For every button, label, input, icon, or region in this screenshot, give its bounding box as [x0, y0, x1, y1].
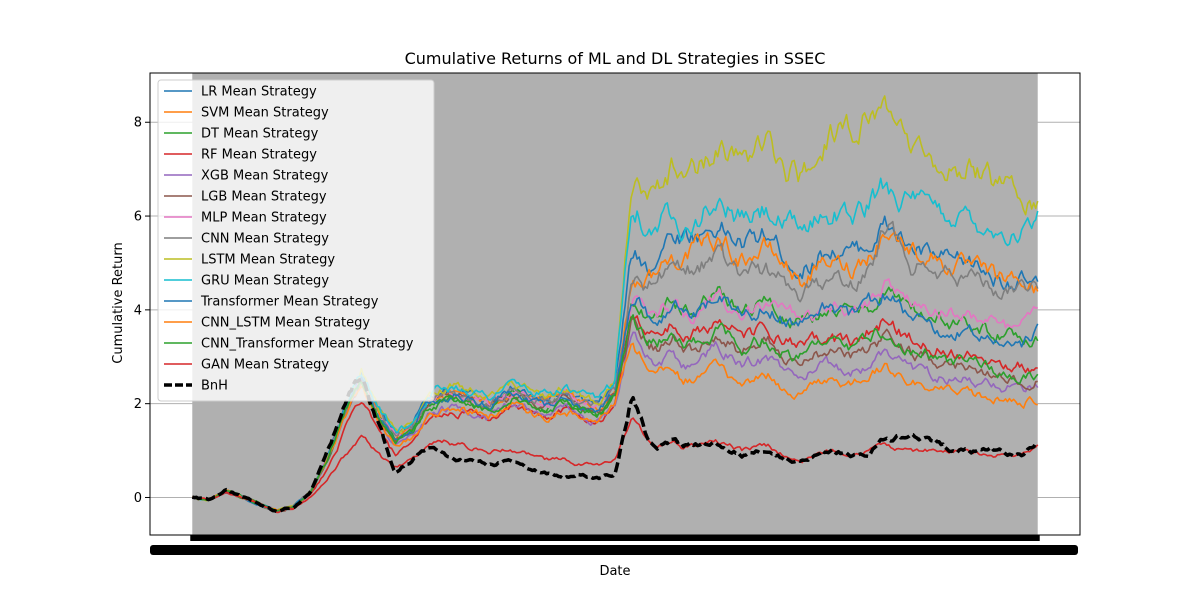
series-line [191, 314, 1039, 512]
legend-entry: SVM Mean Strategy [201, 106, 329, 121]
y-tick-label: 8 [134, 116, 142, 131]
legend-entry: RF Mean Strategy [201, 148, 317, 163]
x-tick-marks [190, 535, 1040, 541]
chart-title: Cumulative Returns of ML and DL Strategi… [405, 49, 826, 68]
y-tick-label: 6 [134, 210, 142, 225]
y-axis-label: Cumulative Return [111, 242, 126, 363]
x-tick-labels-band [150, 545, 1078, 555]
legend-entry: CNN_LSTM Mean Strategy [201, 316, 370, 331]
legend-entry: LR Mean Strategy [201, 85, 317, 100]
legend-entry: GAN Mean Strategy [201, 358, 329, 373]
x-axis-label: Date [599, 564, 630, 579]
legend-box [157, 79, 435, 402]
legend-entry: DT Mean Strategy [201, 127, 319, 142]
legend-entry: BnH [201, 379, 228, 394]
legend-entry: CNN Mean Strategy [201, 232, 329, 247]
y-tick-label: 0 [134, 491, 142, 506]
legend-entry: MLP Mean Strategy [201, 211, 327, 226]
legend-entry: LGB Mean Strategy [201, 190, 327, 205]
series-line [192, 417, 1039, 514]
legend-entry: XGB Mean Strategy [201, 169, 329, 184]
legend-entry: LSTM Mean Strategy [201, 253, 335, 268]
series-line [191, 377, 1039, 514]
series-line [191, 342, 1038, 512]
legend-entry: GRU Mean Strategy [201, 274, 329, 289]
axes-frame [149, 72, 1081, 536]
y-tick-label: 2 [134, 397, 142, 412]
y-tick-label: 4 [134, 303, 142, 318]
legend-entry: Transformer Mean Strategy [200, 295, 379, 310]
legend: LR Mean Strategy SVM Mean Strategy DT Mean… [157, 79, 435, 402]
legend-entry: CNN_Transformer Mean Strategy [201, 337, 414, 352]
